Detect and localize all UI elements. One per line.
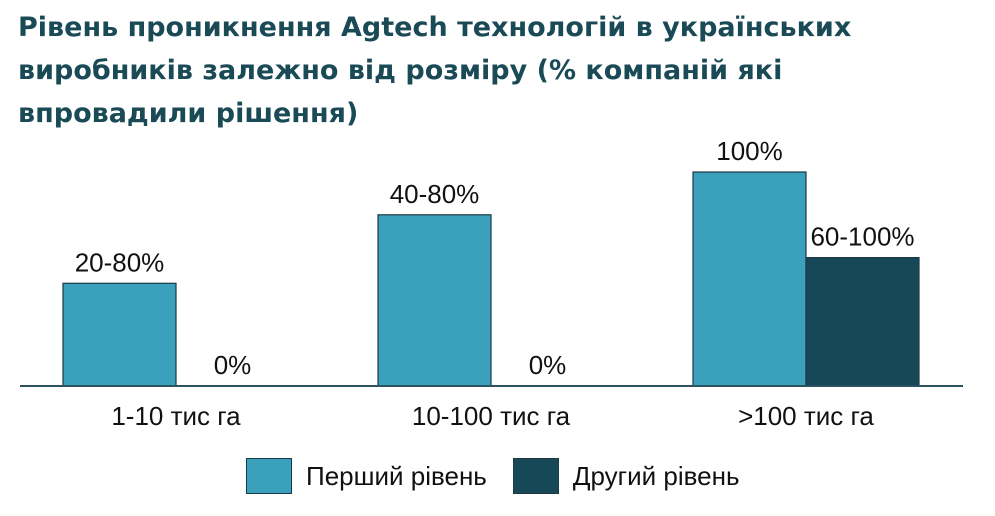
- data-label-series-2-cat-1: 0%: [214, 350, 252, 380]
- data-label-series-1-cat-1: 20-80%: [75, 247, 165, 277]
- legend-swatch-series-2: [512, 458, 559, 494]
- x-tick-label-3: >100 тис га: [738, 401, 874, 431]
- legend-item-series-1: Перший рівень: [246, 458, 487, 494]
- bar-chart: 20-80% 0% 1-10 тис га 40-80% 0% 10-100 тис га…: [20, 136, 963, 431]
- chart-title: Рівень проникнення Agtech технологій в у…: [18, 12, 852, 129]
- legend-item-series-2: Другий рівень: [512, 458, 740, 494]
- bar-series-1-cat-3: [692, 171, 807, 387]
- legend: Перший рівень Другий рівень: [246, 458, 766, 494]
- bar-series-1-cat-1: [62, 282, 177, 387]
- bar-series-2-cat-3: [805, 257, 920, 387]
- legend-label-series-2: Другий рівень: [572, 460, 740, 491]
- data-label-series-1-cat-3: 100%: [716, 136, 783, 166]
- legend-label-series-1: Перший рівень: [306, 460, 487, 491]
- x-tick-label-1: 1-10 тис га: [111, 401, 241, 431]
- data-label-series-1-cat-2: 40-80%: [390, 179, 480, 209]
- x-tick-label-2: 10-100 тис га: [412, 401, 571, 431]
- data-label-series-2-cat-2: 0%: [529, 350, 567, 380]
- data-label-series-2-cat-3: 60-100%: [810, 222, 914, 252]
- bar-series-1-cat-2: [377, 214, 492, 387]
- legend-swatch-series-1: [246, 458, 292, 494]
